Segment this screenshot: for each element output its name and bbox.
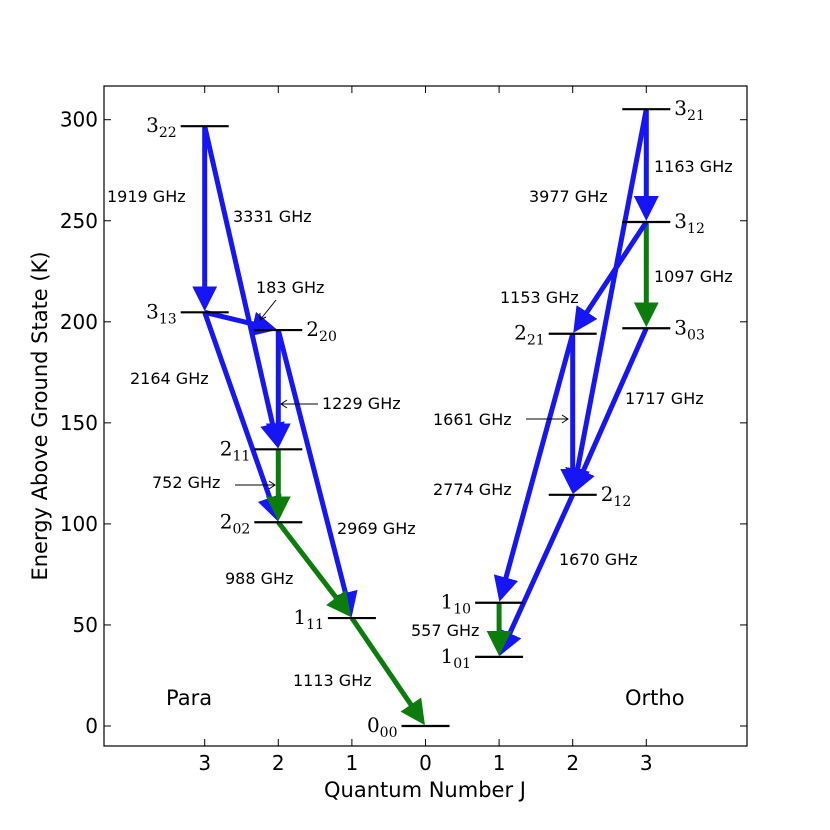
freq-label-313-220: 183 GHz — [256, 278, 324, 297]
y-tick-label: 100 — [60, 512, 98, 536]
x-tick-label: 1 — [346, 751, 359, 775]
transition-313-202 — [202, 311, 282, 522]
transition-303-212 — [571, 327, 649, 494]
freq-label-221-212: 1661 GHz — [433, 410, 512, 429]
freq-label-321-312: 1163 GHz — [654, 157, 733, 176]
transition-313-220 — [204, 309, 278, 337]
freq-label-313-202: 2164 GHz — [130, 369, 209, 388]
level-label-221: 221 — [514, 321, 545, 349]
level-label-322: 322 — [146, 113, 177, 141]
level-label-220: 220 — [306, 317, 337, 345]
transition-220-111 — [275, 329, 358, 618]
transition-322-211 — [202, 125, 285, 449]
freq-label-202-111: 988 GHz — [225, 569, 293, 588]
level-label-000: 000 — [367, 713, 398, 741]
transition-202-111 — [276, 520, 352, 618]
level-label-211: 211 — [220, 436, 251, 464]
transition-arrows — [192, 108, 659, 726]
y-tick-label: 0 — [85, 714, 98, 738]
transition-212-101 — [498, 493, 575, 656]
transition-221-110 — [493, 333, 576, 602]
frequency-pointers — [235, 299, 569, 490]
level-label-212: 212 — [601, 482, 632, 510]
panel-label-para: Para — [166, 686, 212, 710]
level-label-303: 303 — [674, 315, 705, 343]
level-label-101: 101 — [441, 644, 472, 672]
y-tick-label: 300 — [60, 108, 98, 132]
freq-label-312-303: 1097 GHz — [654, 267, 733, 286]
transition-111-000 — [349, 616, 425, 726]
level-label-312: 312 — [674, 209, 705, 237]
frequency-labels: 1919 GHz 3331 GHz 2164 GHz 1229 GHz 2969 GHz… — [107, 157, 733, 690]
x-tick-label: 3 — [198, 751, 211, 775]
freq-label-111-000: 1113 GHz — [293, 671, 372, 690]
level-label-313: 313 — [146, 299, 177, 327]
x-tick-label: 2 — [566, 751, 579, 775]
level-label-111: 111 — [293, 605, 324, 633]
y-tick-label: 150 — [60, 411, 98, 435]
x-tick-label: 3 — [640, 751, 653, 775]
x-tick-label: 0 — [419, 751, 432, 775]
y-axis-title: Energy Above Ground State (K) — [28, 251, 52, 580]
level-label-110: 110 — [441, 590, 472, 618]
energy-levels: 000 111 202 211 220 313 322 101 110 212 221 303 312 3… — [146, 96, 705, 741]
plot-frame — [103, 85, 748, 747]
transition-312-221 — [573, 220, 649, 333]
transition-321-212 — [565, 108, 649, 494]
level-label-202: 202 — [220, 509, 251, 537]
freq-label-221-110: 2774 GHz — [433, 480, 512, 499]
freq-label-211-202: 752 GHz — [152, 473, 220, 492]
level-label-321: 321 — [674, 96, 705, 124]
x-axis-title: Quantum Number J — [324, 778, 526, 802]
y-tick-label: 200 — [60, 310, 98, 334]
freq-label-110-101: 557 GHz — [411, 621, 479, 640]
freq-label-322-211: 3331 GHz — [233, 207, 312, 226]
y-tick-label: 50 — [73, 613, 98, 637]
x-tick-label: 1 — [493, 751, 506, 775]
freq-label-322-313: 1919 GHz — [107, 187, 186, 206]
x-tick-label: 2 — [272, 751, 285, 775]
y-tick-label: 250 — [60, 209, 98, 233]
freq-label-312-221: 1153 GHz — [500, 288, 579, 307]
panel-label-ortho: Ortho — [625, 686, 685, 710]
freq-label-321-212: 3977 GHz — [529, 187, 608, 206]
freq-label-220-111: 2969 GHz — [337, 519, 416, 538]
freq-label-212-101: 1670 GHz — [559, 550, 638, 569]
freq-label-303-212: 1717 GHz — [625, 389, 704, 408]
freq-label-220-211: 1229 GHz — [322, 394, 401, 413]
